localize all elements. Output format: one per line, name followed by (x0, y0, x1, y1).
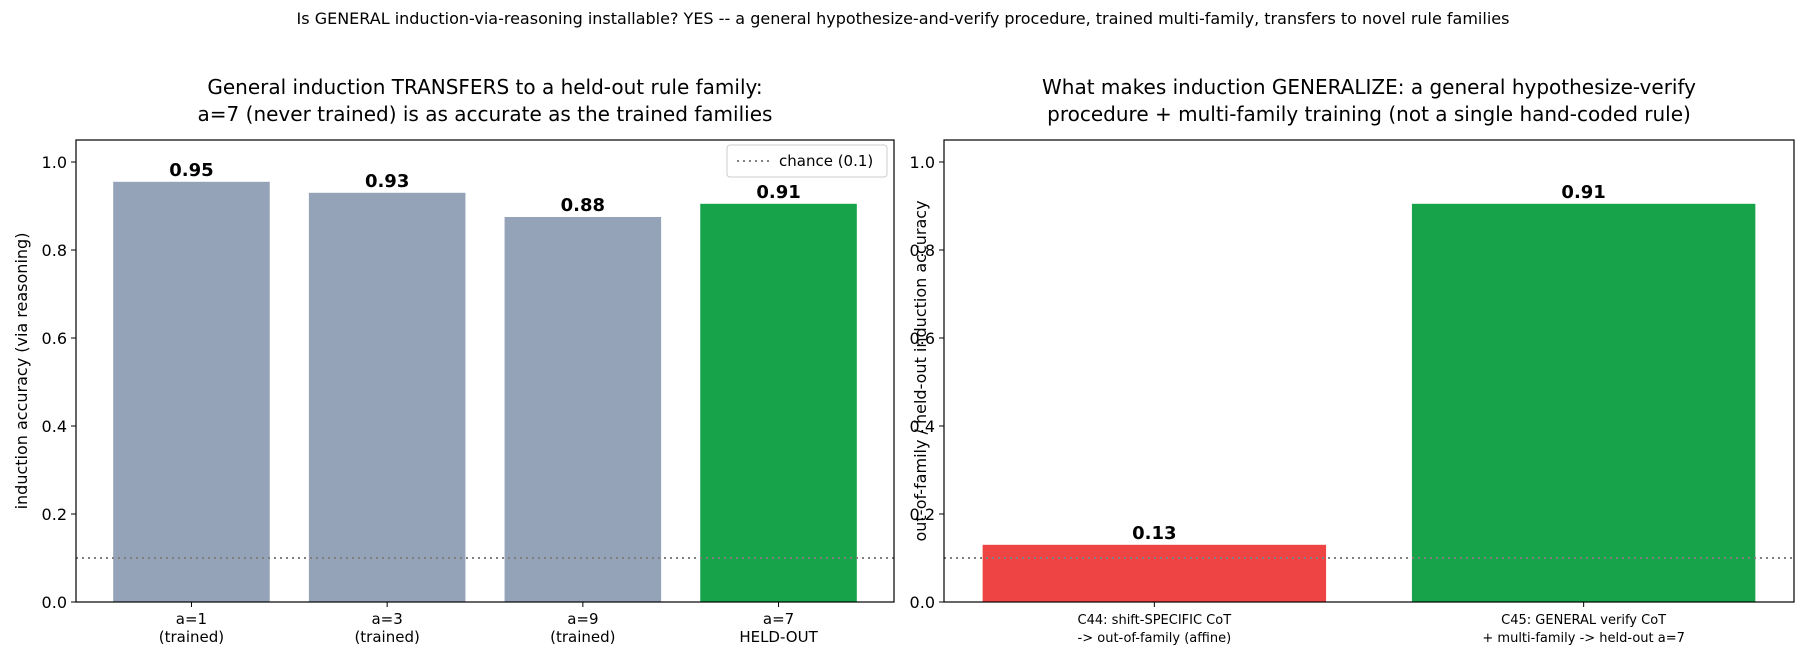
x-tick-label: (trained) (159, 628, 224, 646)
legend-label: chance (0.1) (779, 152, 873, 170)
chart-title-line: procedure + multi-family training (not a… (1047, 102, 1691, 126)
axes-frame (75, 139, 895, 603)
y-tick-label: 1.0 (42, 153, 67, 172)
y-axis-label: out-of-family / held-out induction accur… (911, 200, 930, 541)
bar-value-label: 0.91 (1561, 182, 1605, 203)
y-tick-label: 1.0 (910, 153, 935, 172)
bar-value-label: 0.95 (169, 160, 213, 181)
bar (982, 544, 1327, 602)
bar-value-label: 0.93 (365, 171, 409, 192)
bar (308, 192, 466, 603)
x-tick-label: (trained) (354, 628, 419, 646)
chart-title-line: a=7 (never trained) is as accurate as th… (198, 102, 773, 126)
y-tick-label: 0.2 (910, 505, 935, 524)
x-tick-label: -> out-of-family (affine) (1078, 631, 1232, 646)
y-tick-label: 0.4 (910, 417, 935, 436)
x-tick-label: a=1 (176, 610, 207, 628)
bar-value-label: 0.13 (1132, 523, 1176, 544)
x-tick-label: a=9 (567, 610, 598, 628)
chart-panel-generalize: What makes induction GENERALIZE: a gener… (910, 75, 1795, 646)
axes-frame (943, 139, 1795, 603)
x-tick-label: a=7 (763, 610, 794, 628)
x-tick-label: a=3 (371, 610, 402, 628)
y-tick-label: 0.8 (910, 241, 935, 260)
y-tick-label: 0.4 (42, 417, 67, 436)
bar (113, 181, 270, 603)
chart-title-line: General induction TRANSFERS to a held-ou… (207, 75, 762, 99)
x-tick-label: C45: GENERAL verify CoT (1501, 613, 1666, 628)
y-tick-label: 0.6 (910, 329, 935, 348)
bar-value-label: 0.88 (561, 195, 605, 216)
y-tick-label: 0.0 (910, 593, 935, 612)
figure-suptitle: Is GENERAL induction-via-reasoning insta… (296, 9, 1510, 28)
x-tick-label: HELD-OUT (739, 628, 818, 646)
bar-value-label: 0.91 (756, 182, 800, 203)
x-tick-label: C44: shift-SPECIFIC CoT (1078, 613, 1232, 628)
bar (1411, 203, 1756, 603)
x-tick-label: (trained) (550, 628, 615, 646)
chart-title-line: What makes induction GENERALIZE: a gener… (1042, 75, 1696, 99)
y-tick-label: 0.6 (42, 329, 67, 348)
y-tick-label: 0.8 (42, 241, 67, 260)
y-tick-label: 0.0 (42, 593, 67, 612)
bar (504, 217, 662, 602)
x-tick-label: + multi-family -> held-out a=7 (1482, 631, 1685, 646)
bar (700, 203, 857, 603)
legend-box (726, 144, 888, 178)
chart-panel-transfer: General induction TRANSFERS to a held-ou… (12, 75, 895, 646)
y-axis-label: induction accuracy (via reasoning) (12, 233, 31, 510)
y-tick-label: 0.2 (42, 505, 67, 524)
